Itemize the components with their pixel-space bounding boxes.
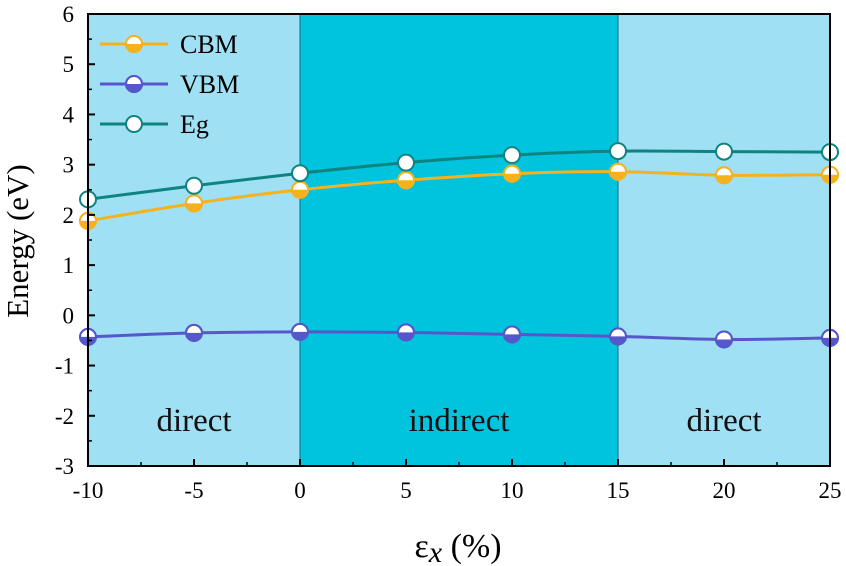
x-tick-label-10: 10 [501,478,524,503]
region-labels: direct indirect direct [156,403,761,439]
x-axis-symbol: ε [414,528,428,565]
region-label-direct-2: direct [686,403,761,439]
y-axis-title: Energy (eV) [0,164,35,318]
point-vbm-0 [291,322,309,341]
legend-marker-eg [125,115,143,133]
line-vbm [87,330,831,341]
point-cbm-0 [291,180,309,199]
x-tick-label--10: -10 [73,478,104,503]
line-eg [87,149,831,201]
x-tick-label-15: 15 [607,478,630,503]
x-axis-subscript: x [428,536,443,566]
point-eg-20 [715,142,733,161]
region-label-direct-0: direct [156,403,231,439]
legend-marker-cbm [125,35,143,53]
legend-label-cbm: CBM [180,30,238,59]
x-tick-label--5: -5 [184,478,203,503]
point-cbm-5 [397,171,415,190]
x-tick-label-5: 5 [400,478,412,503]
y-tick-label-2: 2 [63,203,75,228]
point-vbm--5 [185,323,203,342]
point-cbm-20 [715,166,733,185]
series-lines [87,149,831,341]
line-cbm [87,170,831,223]
legend-marker-vbm [125,75,143,93]
region-direct-0 [88,14,300,466]
point-eg-10 [503,146,521,165]
legend-label-vbm: VBM [180,70,239,99]
point-cbm--5 [185,194,203,213]
point-cbm-10 [503,164,521,183]
y-tick-label-5: 5 [63,52,75,77]
point-vbm-20 [715,330,733,349]
x-axis-title: εx (%) [414,528,501,566]
x-tick-label-0: 0 [294,478,306,503]
legend: CBM VBM Eg [100,30,239,139]
y-tick-label-0: 0 [63,303,75,328]
point-eg-0 [291,164,309,183]
point-eg-5 [397,153,415,172]
legend-label-eg: Eg [180,110,209,139]
point-eg--5 [185,176,203,195]
region-indirect-1 [300,14,618,466]
y-tick-label-1: 1 [63,253,75,278]
region-backgrounds [88,14,830,466]
point-eg-15 [609,142,627,161]
point-vbm-10 [503,325,521,344]
y-tick-label-4: 4 [63,102,75,127]
y-tick-label--2: -2 [55,404,74,429]
point-vbm-15 [609,327,627,346]
region-label-indirect-1: indirect [409,403,510,439]
y-tick-label--3: -3 [55,454,74,479]
point-vbm-5 [397,323,415,342]
point-cbm-15 [609,162,627,181]
region-direct-2 [618,14,830,466]
y-tick-label-3: 3 [63,153,75,178]
y-tick-label-6: 6 [63,2,75,27]
y-tick-label--1: -1 [55,354,74,379]
x-tick-label-25: 25 [819,478,842,503]
x-axis-unit: (%) [451,528,502,565]
x-tick-label-20: 20 [713,478,736,503]
